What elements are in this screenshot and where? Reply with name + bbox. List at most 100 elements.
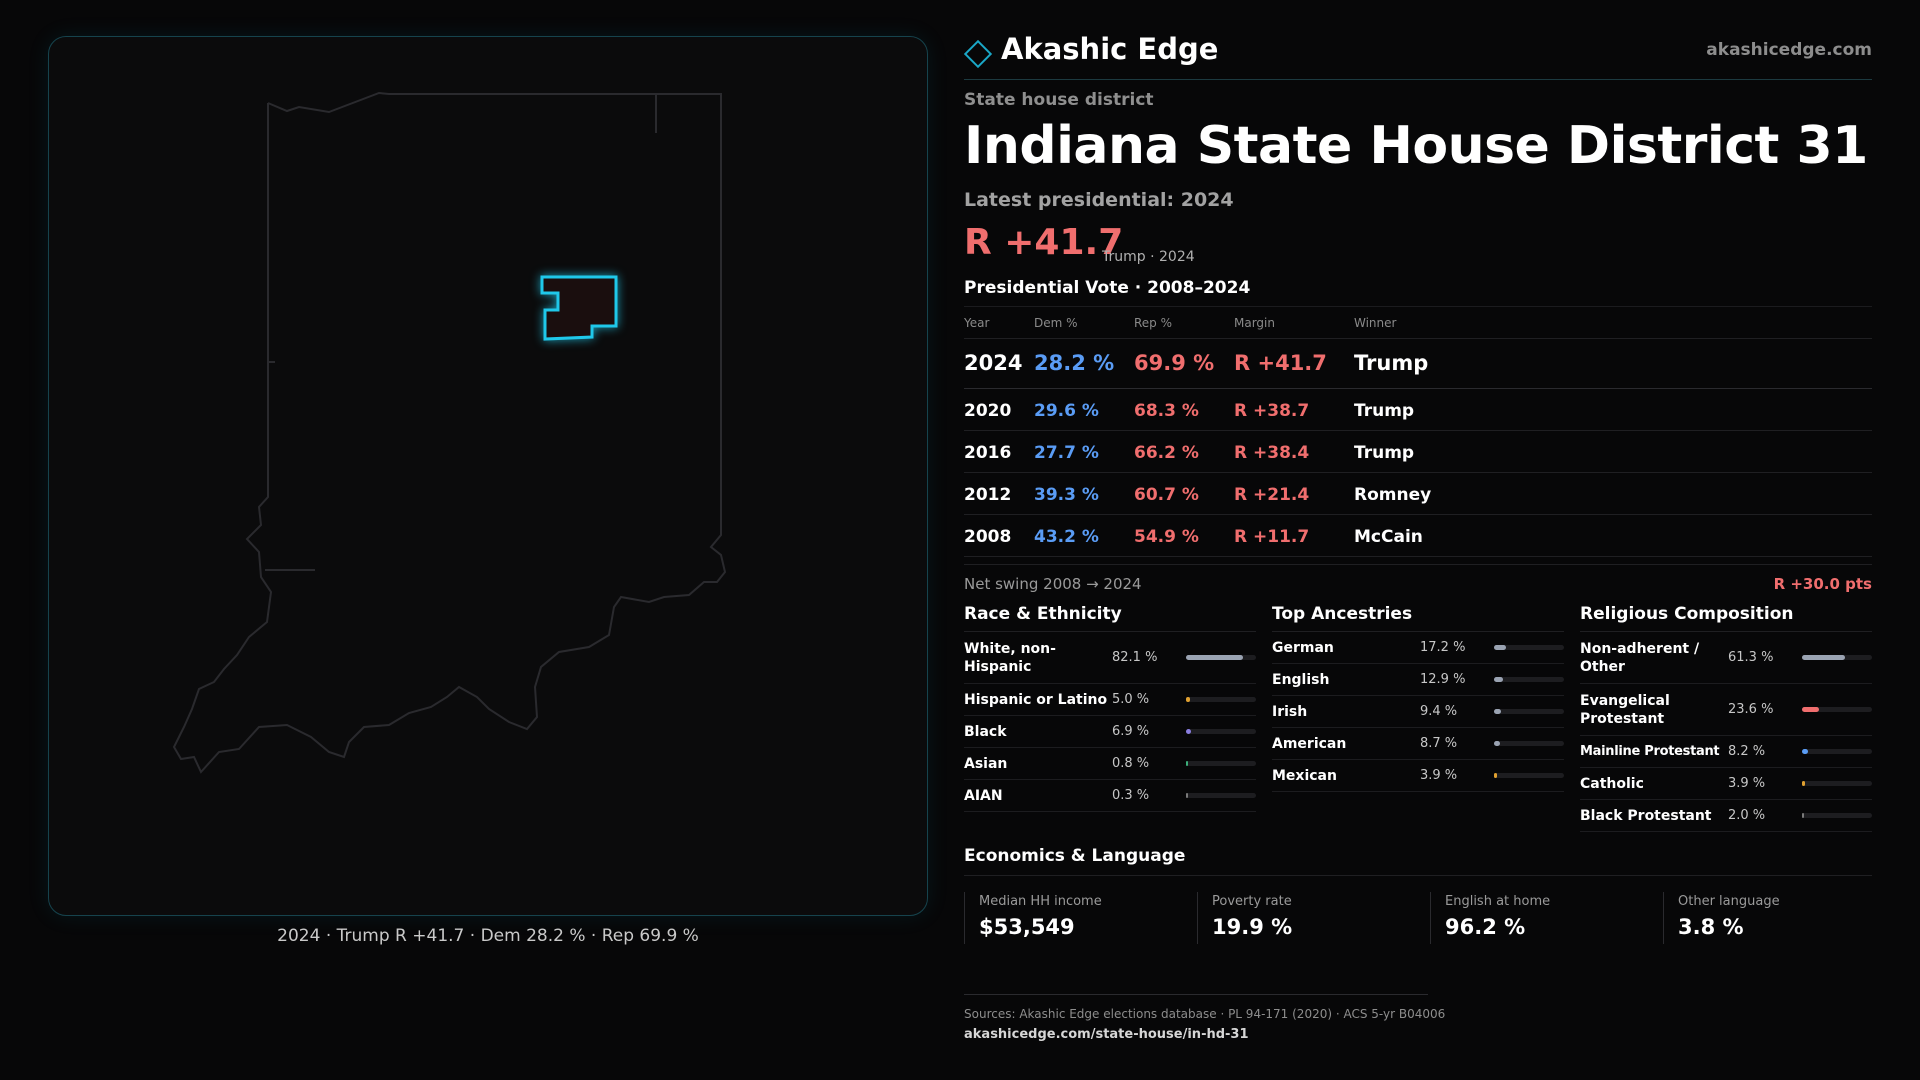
list-item: English 12.9 % bbox=[1272, 664, 1564, 696]
item-label: Mexican bbox=[1272, 768, 1337, 784]
item-bar bbox=[1802, 813, 1872, 818]
stat-label: Median HH income bbox=[979, 894, 1102, 909]
item-bar-fill bbox=[1494, 677, 1503, 682]
table-row: 2016 27.7 % 66.2 % R +38.4 Trump bbox=[964, 431, 1872, 473]
item-bar-fill bbox=[1494, 773, 1497, 778]
page-url-link[interactable]: akashicedge.com/state-house/in-hd-31 bbox=[964, 1027, 1249, 1042]
item-bar-fill bbox=[1802, 813, 1804, 818]
row-rep: 68.3 % bbox=[1134, 401, 1199, 421]
list-item: Black 6.9 % bbox=[964, 716, 1256, 748]
row-margin: R +11.7 bbox=[1234, 527, 1310, 547]
district-map[interactable] bbox=[48, 36, 928, 916]
item-value: 12.9 % bbox=[1420, 672, 1466, 687]
row-margin: R +41.7 bbox=[1234, 351, 1327, 375]
row-rep: 60.7 % bbox=[1134, 485, 1199, 505]
brand-name[interactable]: Akashic Edge bbox=[1001, 32, 1219, 66]
list-item: Black Protestant 2.0 % bbox=[1580, 800, 1872, 832]
table-row: 2024 28.2 % 69.9 % R +41.7 Trump bbox=[964, 339, 1872, 389]
district-31-shape[interactable] bbox=[540, 275, 618, 341]
row-winner: McCain bbox=[1354, 527, 1423, 547]
diamond-logo-icon bbox=[963, 39, 993, 69]
stat-value: 96.2 % bbox=[1445, 915, 1526, 939]
item-bar bbox=[1186, 697, 1256, 702]
sources: Sources: Akashic Edge elections database… bbox=[964, 994, 1445, 1042]
item-label: Catholic bbox=[1580, 776, 1644, 792]
row-winner: Romney bbox=[1354, 485, 1432, 505]
item-bar bbox=[1186, 793, 1256, 798]
col-winner: Winner bbox=[1354, 316, 1397, 330]
item-value: 0.3 % bbox=[1112, 788, 1150, 803]
row-dem: 39.3 % bbox=[1034, 485, 1099, 505]
table-row: 2008 43.2 % 54.9 % R +11.7 McCain bbox=[964, 515, 1872, 557]
list-item: Evangelical Protestant 23.6 % bbox=[1580, 684, 1872, 736]
latest-presidential-label: Latest presidential: 2024 bbox=[964, 189, 1234, 211]
item-bar bbox=[1494, 741, 1564, 746]
item-bar bbox=[1494, 677, 1564, 682]
row-margin: R +21.4 bbox=[1234, 485, 1310, 505]
row-winner: Trump bbox=[1354, 401, 1415, 421]
item-label: American bbox=[1272, 736, 1347, 752]
religion-section: Religious Composition Non-adherent / Oth… bbox=[1580, 604, 1872, 832]
list-item: AIAN 0.3 % bbox=[964, 780, 1256, 812]
site-link[interactable]: akashicedge.com bbox=[1706, 40, 1872, 60]
item-value: 3.9 % bbox=[1728, 776, 1766, 791]
page-title: Indiana State House District 31 bbox=[964, 116, 1868, 176]
list-item: American 8.7 % bbox=[1272, 728, 1564, 760]
row-dem: 43.2 % bbox=[1034, 527, 1099, 547]
row-rep: 66.2 % bbox=[1134, 443, 1199, 463]
row-dem: 29.6 % bbox=[1034, 401, 1099, 421]
row-rep: 54.9 % bbox=[1134, 527, 1199, 547]
ancestries-title: Top Ancestries bbox=[1272, 604, 1564, 632]
list-item: Catholic 3.9 % bbox=[1580, 768, 1872, 800]
latest-margin-sub: Trump · 2024 bbox=[1102, 249, 1195, 265]
item-value: 82.1 % bbox=[1112, 650, 1158, 665]
presidential-vote-title: Presidential Vote · 2008–2024 bbox=[964, 278, 1251, 298]
stat-value: 19.9 % bbox=[1212, 915, 1293, 939]
item-value: 6.9 % bbox=[1112, 724, 1150, 739]
item-bar bbox=[1802, 749, 1872, 754]
item-label: AIAN bbox=[964, 788, 1003, 804]
item-value: 61.3 % bbox=[1728, 650, 1774, 665]
item-bar bbox=[1494, 645, 1564, 650]
item-bar-fill bbox=[1186, 729, 1191, 734]
ancestries-section: Top Ancestries German 17.2 % English 12.… bbox=[1272, 604, 1564, 792]
item-label: Irish bbox=[1272, 704, 1308, 720]
item-label: Asian bbox=[964, 756, 1008, 772]
item-bar-fill bbox=[1494, 709, 1501, 714]
row-dem: 28.2 % bbox=[1034, 351, 1115, 375]
map-caption: 2024 · Trump R +41.7 · Dem 28.2 % · Rep … bbox=[277, 926, 699, 946]
race-ethnicity-section: Race & Ethnicity White, non-Hispanic 82.… bbox=[964, 604, 1256, 812]
item-bar bbox=[1494, 773, 1564, 778]
stat-label: English at home bbox=[1445, 894, 1551, 909]
row-year: 2024 bbox=[964, 351, 1023, 375]
item-bar-fill bbox=[1802, 781, 1805, 786]
stat-label: Poverty rate bbox=[1212, 894, 1292, 909]
col-rep: Rep % bbox=[1134, 316, 1173, 330]
item-bar bbox=[1186, 761, 1256, 766]
table-row: 2020 29.6 % 68.3 % R +38.7 Trump bbox=[964, 389, 1872, 431]
item-bar-fill bbox=[1186, 761, 1188, 766]
row-dem: 27.7 % bbox=[1034, 443, 1099, 463]
item-bar-fill bbox=[1494, 645, 1506, 650]
row-year: 2012 bbox=[964, 485, 1012, 505]
item-value: 5.0 % bbox=[1112, 692, 1150, 707]
row-year: 2016 bbox=[964, 443, 1012, 463]
item-bar bbox=[1186, 655, 1256, 660]
list-item: Mexican 3.9 % bbox=[1272, 760, 1564, 792]
list-item: Asian 0.8 % bbox=[964, 748, 1256, 780]
item-label: Black bbox=[964, 724, 1007, 740]
item-label: German bbox=[1272, 640, 1334, 656]
stat-card-other-language: Other language 3.8 % bbox=[1663, 892, 1873, 944]
item-label: English bbox=[1272, 672, 1330, 688]
row-winner: Trump bbox=[1354, 351, 1429, 375]
table-row: 2012 39.3 % 60.7 % R +21.4 Romney bbox=[964, 473, 1872, 515]
item-bar bbox=[1186, 729, 1256, 734]
item-value: 23.6 % bbox=[1728, 702, 1774, 717]
item-value: 9.4 % bbox=[1420, 704, 1458, 719]
col-dem: Dem % bbox=[1034, 316, 1078, 330]
net-swing: Net swing 2008 → 2024 R +30.0 pts bbox=[964, 564, 1872, 594]
list-item: Irish 9.4 % bbox=[1272, 696, 1564, 728]
item-value: 0.8 % bbox=[1112, 756, 1150, 771]
item-bar-fill bbox=[1802, 749, 1808, 754]
stat-card-poverty: Poverty rate 19.9 % bbox=[1197, 892, 1407, 944]
